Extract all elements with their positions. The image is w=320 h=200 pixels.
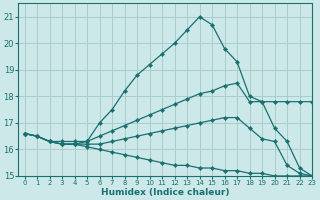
X-axis label: Humidex (Indice chaleur): Humidex (Indice chaleur) xyxy=(101,188,229,197)
